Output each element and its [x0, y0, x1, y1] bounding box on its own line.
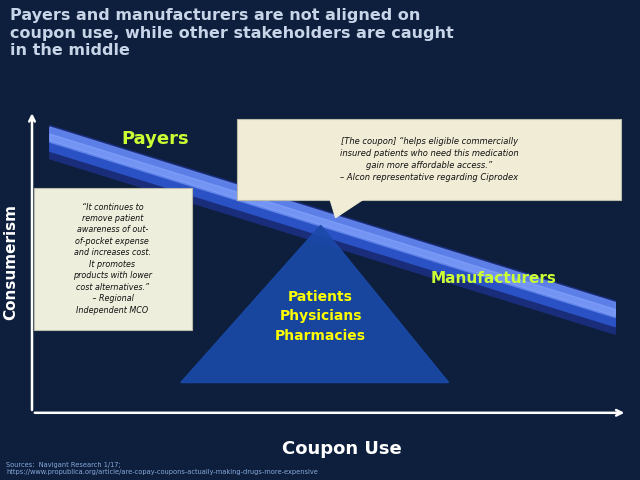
Text: Consumerism: Consumerism	[4, 204, 19, 320]
Polygon shape	[181, 225, 449, 383]
FancyBboxPatch shape	[237, 120, 621, 200]
Text: Payers and manufacturers are not aligned on
coupon use, while other stakeholders: Payers and manufacturers are not aligned…	[10, 9, 453, 58]
Polygon shape	[50, 127, 615, 318]
Text: Manufacturers: Manufacturers	[431, 271, 557, 286]
Polygon shape	[330, 198, 365, 218]
Text: Patients
Physicians
Pharmacies: Patients Physicians Pharmacies	[275, 289, 366, 343]
Text: Payers: Payers	[122, 130, 189, 148]
FancyBboxPatch shape	[34, 188, 191, 330]
Text: Coupon Use: Coupon Use	[282, 440, 401, 458]
Text: “It continues to
remove patient
awareness of out-
of-pocket expense
and increase: “It continues to remove patient awarenes…	[73, 203, 152, 314]
Polygon shape	[50, 134, 615, 316]
Polygon shape	[50, 125, 615, 334]
Polygon shape	[50, 129, 615, 326]
Text: [The coupon] “helps eligible commercially
insured patients who need this medicat: [The coupon] “helps eligible commerciall…	[340, 137, 518, 182]
Text: Sources:  Navigant Research 1/17;
https://www.propublica.org/article/are-copay-c: Sources: Navigant Research 1/17; https:/…	[6, 462, 318, 475]
